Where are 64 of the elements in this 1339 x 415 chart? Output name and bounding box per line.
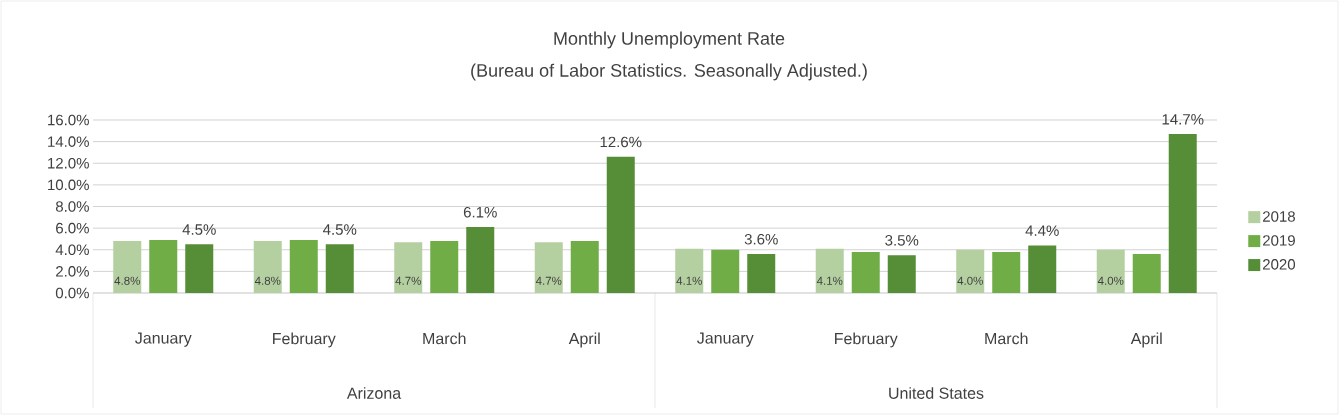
- y-tick-label: 2.0%: [56, 266, 89, 277]
- x-tick-label: February: [273, 332, 336, 348]
- data-label: 4.5%: [323, 224, 357, 235]
- x-tick-label: February: [835, 332, 898, 348]
- x-tick-label: January: [135, 332, 192, 347]
- bar: [1132, 254, 1161, 294]
- data-label: 4.8%: [114, 276, 140, 285]
- bar: [1168, 134, 1197, 294]
- data-label: 4.0%: [1097, 276, 1124, 285]
- bar: [185, 244, 214, 294]
- bar: [430, 241, 459, 294]
- y-tick-label: 12.0%: [48, 157, 89, 169]
- x-tick-label: April: [568, 332, 600, 348]
- text: United States: [889, 387, 984, 399]
- bar: [675, 248, 704, 294]
- x-tick-label: January: [697, 332, 754, 347]
- y-tick-label: 6.0%: [56, 222, 89, 234]
- data-label: 4.4%: [1025, 225, 1059, 236]
- y-tick-label: 8.0%: [55, 201, 89, 212]
- bar: [711, 249, 740, 294]
- data-label: 4.7%: [395, 276, 421, 285]
- data-label: 4.8%: [254, 276, 281, 285]
- bar: [113, 241, 142, 294]
- x-tick-label: March: [985, 332, 1028, 345]
- data-label: 3.6%: [744, 233, 778, 245]
- y-tick-label: 4.0%: [55, 244, 89, 256]
- bar: [815, 248, 844, 294]
- x-tick-label: April: [1130, 332, 1162, 348]
- bar: [570, 241, 599, 294]
- x-tick-label: March: [423, 332, 466, 345]
- chart-subtitle: (Bureau of Labor Statistics. Seasonally Adjusted.): [471, 63, 867, 81]
- y-tick-label: 10.0%: [48, 179, 89, 191]
- bar: [253, 241, 282, 294]
- legend-label: 2020: [1263, 259, 1296, 270]
- data-label: 12.6%: [600, 136, 642, 148]
- bar: [851, 251, 880, 294]
- bar: [887, 255, 916, 294]
- legend-label: 2018: [1263, 211, 1295, 222]
- bar: [394, 242, 423, 294]
- chart-title: Monthly Unemployment Rate: [554, 31, 785, 49]
- bar: [606, 156, 635, 294]
- bar: [992, 251, 1021, 294]
- data-label: 4.1%: [676, 276, 702, 285]
- data-label: 6.1%: [463, 206, 497, 218]
- y-tick-label: 16.0%: [48, 114, 89, 126]
- text: Arizona: [346, 387, 402, 399]
- bar: [325, 244, 354, 294]
- bar: [1028, 245, 1057, 294]
- data-label: 4.1%: [816, 276, 843, 285]
- y-tick-label: 14.0%: [48, 136, 89, 147]
- bar: [149, 240, 178, 294]
- data-label: 3.5%: [885, 235, 919, 246]
- data-label: 4.5%: [182, 224, 216, 235]
- bar: [747, 254, 776, 294]
- bar: [466, 227, 495, 294]
- data-label: 14.7%: [1162, 114, 1204, 125]
- bar: [956, 249, 985, 294]
- legend-label: 2019: [1263, 235, 1295, 246]
- bar: [1096, 249, 1125, 294]
- bar: [534, 242, 563, 294]
- data-label: 4.0%: [957, 276, 983, 285]
- bar: [289, 240, 318, 294]
- y-tick-label: 0.0%: [55, 287, 89, 299]
- data-label: 4.7%: [535, 276, 562, 285]
